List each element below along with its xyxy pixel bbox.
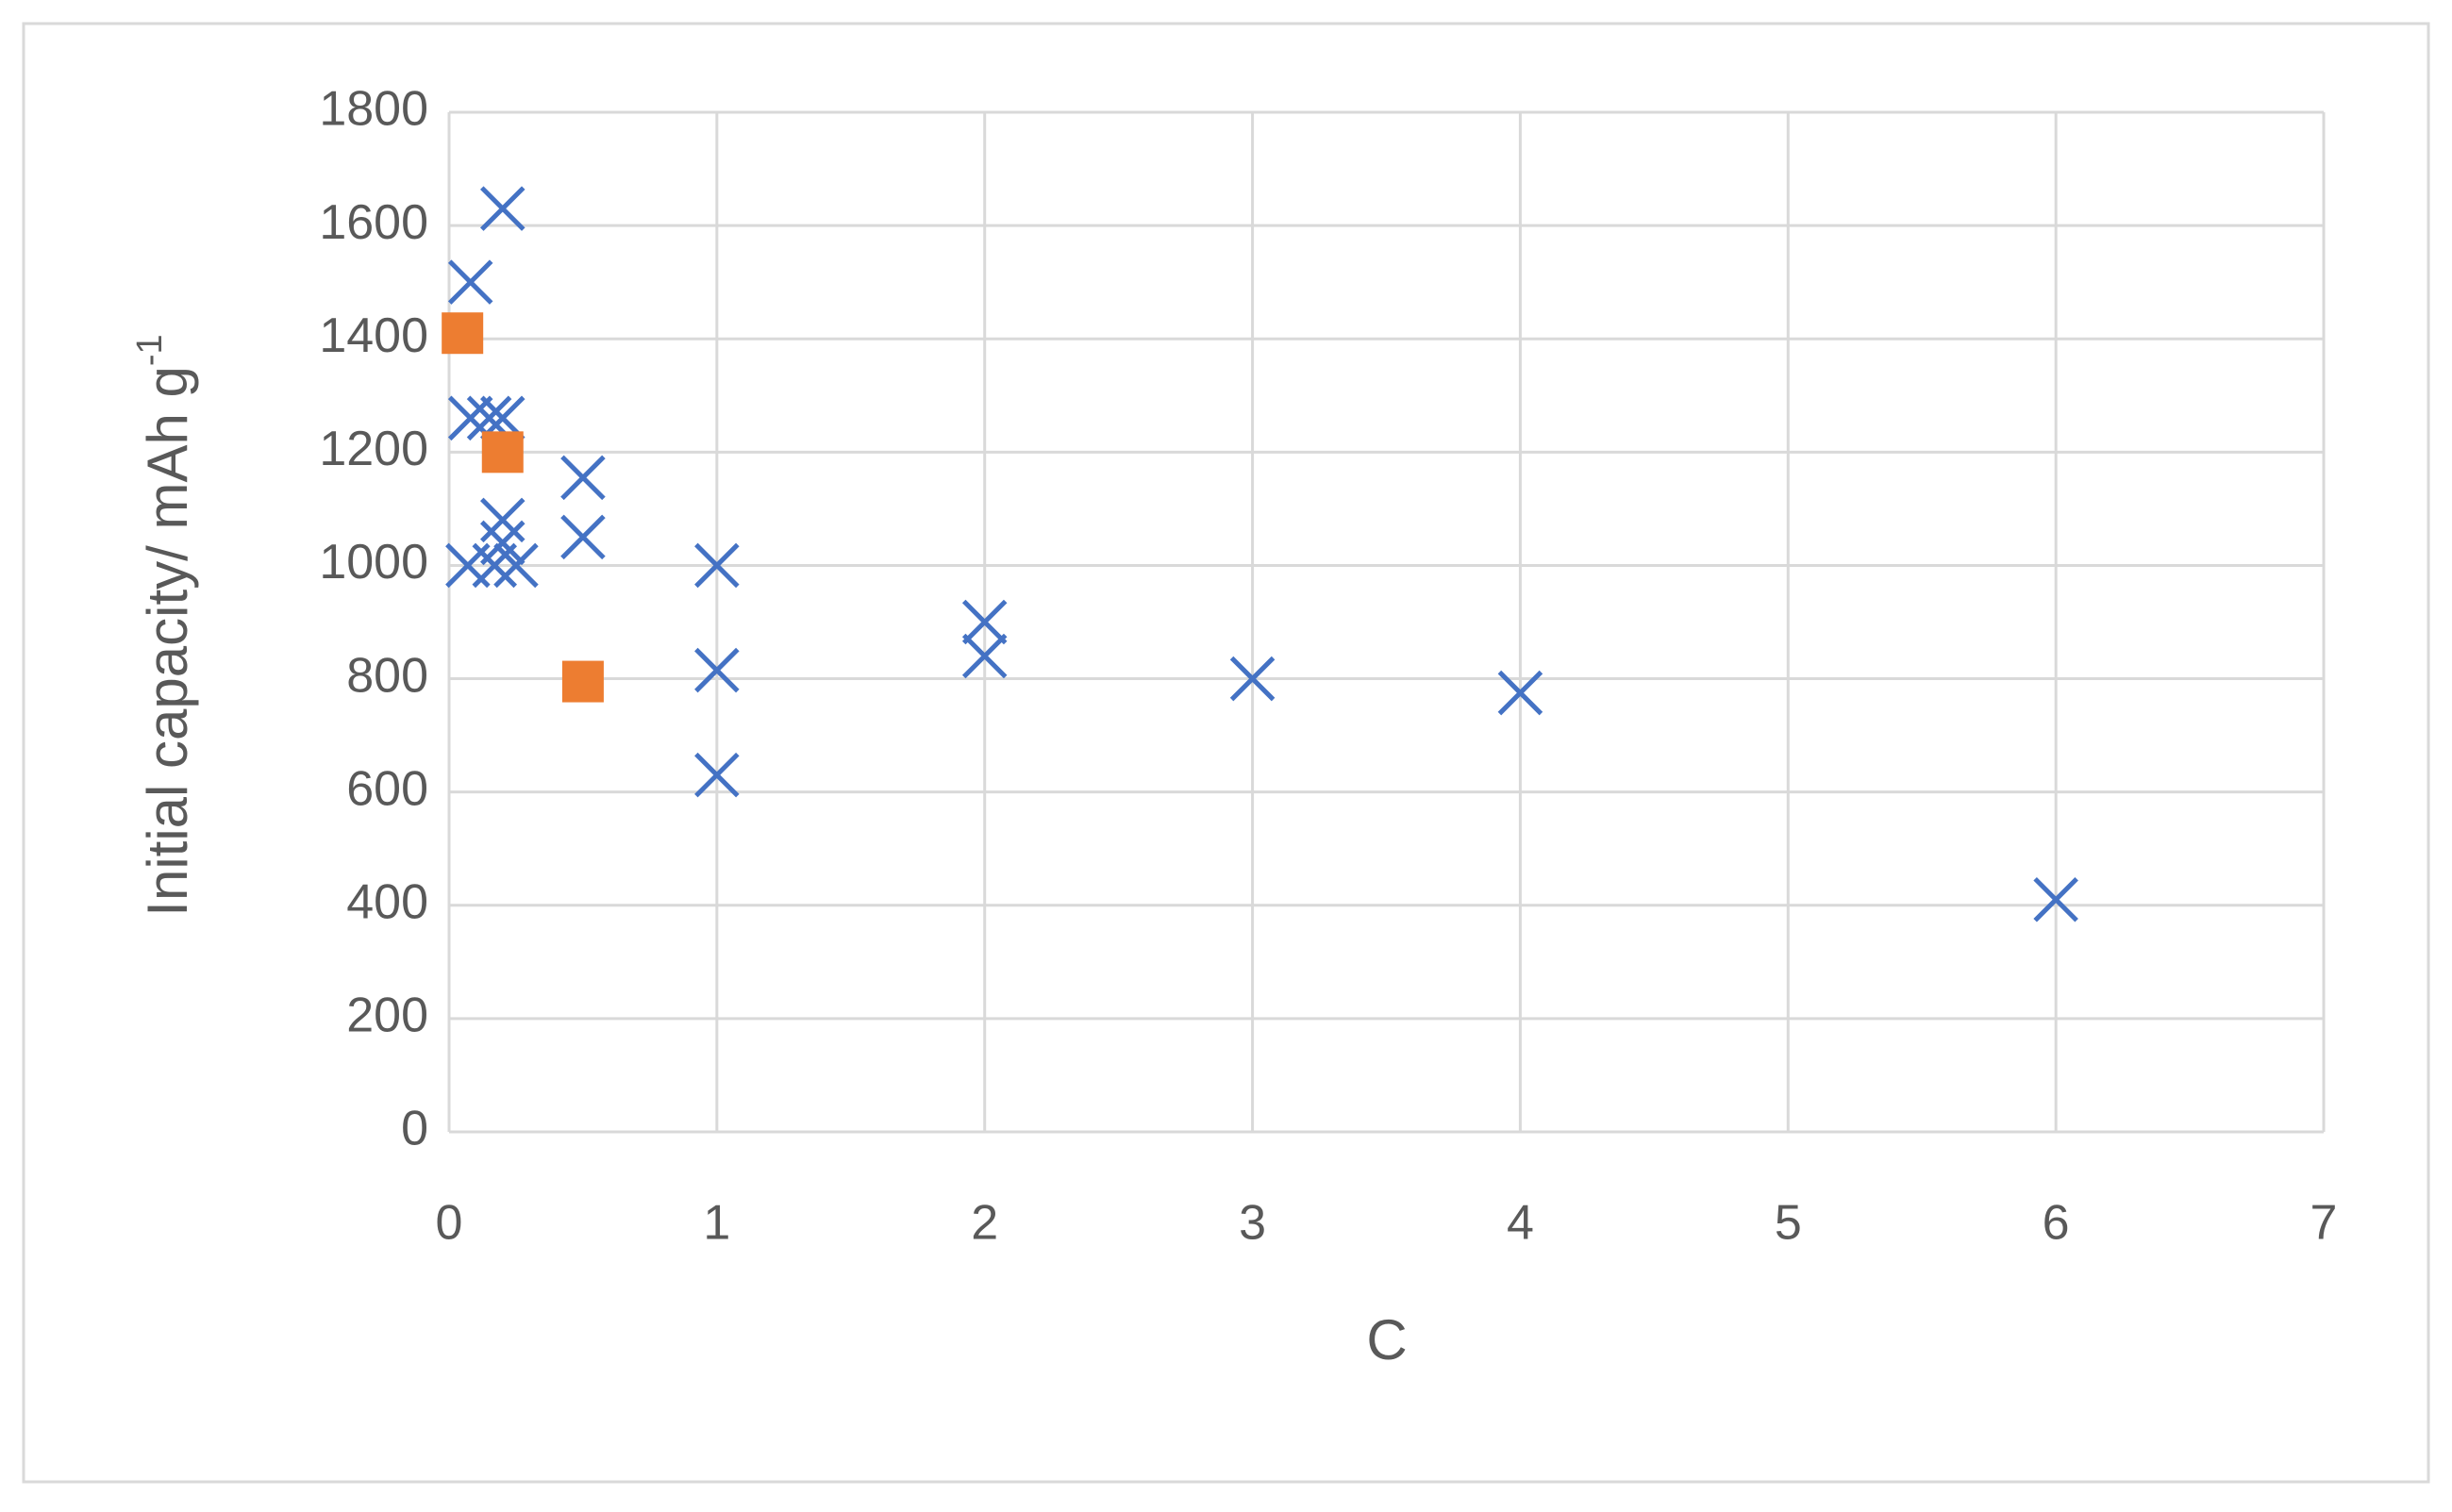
cross-marker — [694, 647, 740, 693]
y-tick-label: 1600 — [319, 195, 428, 250]
cross-marker — [1229, 656, 1276, 702]
y-axis-label-sup: -1 — [130, 334, 170, 366]
y-tick-label: 400 — [346, 875, 428, 930]
x-tick-label: 4 — [1507, 1196, 1534, 1251]
square-marker — [481, 431, 524, 474]
y-tick-label: 800 — [346, 648, 428, 703]
cross-marker — [480, 186, 525, 231]
y-tick-label: 1000 — [319, 535, 428, 590]
x-tick-label: 7 — [2310, 1196, 2338, 1251]
y-tick-label: 0 — [401, 1102, 428, 1156]
cross-marker — [560, 455, 606, 501]
y-axis-label-main: Initial capacity/ mAh g — [136, 366, 199, 917]
y-tick-label: 200 — [346, 989, 428, 1043]
cross-marker — [961, 599, 1008, 645]
cross-marker — [447, 259, 493, 305]
x-tick-label: 2 — [971, 1196, 998, 1251]
cross-marker — [694, 542, 740, 589]
cross-marker — [480, 497, 525, 543]
chart-border — [22, 22, 2430, 1484]
cross-marker — [493, 542, 539, 589]
cross-marker — [961, 633, 1008, 679]
x-tick-label: 1 — [703, 1196, 730, 1251]
x-tick-label: 3 — [1239, 1196, 1266, 1251]
x-tick-label: 6 — [2043, 1196, 2070, 1251]
y-axis-label: Initial capacity/ mAh g-1 — [130, 334, 199, 916]
y-tick-label: 1200 — [319, 422, 428, 476]
x-tick-label: 5 — [1775, 1196, 1802, 1251]
cross-marker — [2033, 877, 2078, 922]
y-tick-label: 1800 — [319, 82, 428, 137]
cross-marker — [560, 514, 606, 560]
square-marker — [442, 312, 484, 355]
x-axis-label: C — [1366, 1308, 1407, 1371]
cross-marker — [694, 752, 740, 798]
x-tick-label: 0 — [436, 1196, 463, 1251]
y-tick-label: 600 — [346, 761, 428, 816]
square-marker — [561, 660, 604, 703]
cross-marker — [1497, 670, 1543, 716]
cross-marker — [472, 542, 518, 589]
y-tick-label: 1400 — [319, 308, 428, 363]
